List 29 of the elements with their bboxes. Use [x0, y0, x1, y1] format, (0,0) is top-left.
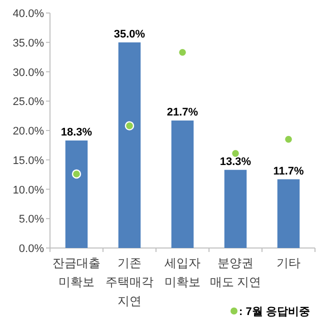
data-label: 11.7% [273, 165, 304, 178]
bar [118, 42, 141, 248]
x-tick-label: 잔금대출 미확보 [52, 256, 100, 289]
y-tick-label: 40.0% [12, 8, 44, 20]
legend: : 7월 응답비중 [230, 306, 310, 318]
y-tick-label: 20.0% [12, 126, 44, 138]
bar [224, 170, 247, 248]
y-tick-label: 30.0% [12, 66, 44, 79]
point [284, 134, 294, 144]
x-tick-label: 기타 [276, 256, 300, 270]
bar [65, 140, 88, 248]
point [124, 121, 134, 130]
data-label: 35.0% [114, 28, 146, 40]
data-label: 21.7% [166, 106, 198, 119]
y-tick-label: 0.0% [18, 243, 44, 255]
y-tick-label: 15.0% [12, 154, 44, 167]
y-tick-label: 25.0% [12, 96, 44, 108]
bar [171, 120, 194, 248]
x-tick-label: 분양권 매도 지연 [210, 256, 262, 289]
bar [277, 179, 300, 248]
x-tick-label: 기존 주택매각 지연 [106, 256, 154, 308]
y-tick-label: 10.0% [12, 184, 44, 196]
data-label: 13.3% [220, 156, 252, 168]
point [178, 48, 188, 57]
y-tick-label: 5.0% [18, 214, 44, 226]
x-tick-label: 세입자 미확보 [164, 256, 200, 289]
y-tick-label: 35.0% [12, 37, 44, 50]
data-label: 18.3% [60, 126, 92, 138]
point [72, 169, 82, 179]
